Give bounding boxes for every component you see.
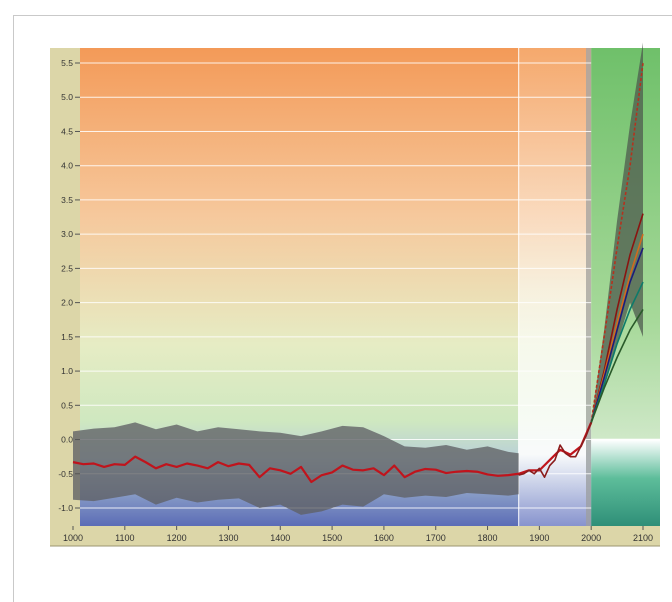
x-tick-label: 1700 [426, 533, 446, 543]
y-tick-label: 3.0 [61, 229, 73, 239]
x-tick-label: 1300 [218, 533, 238, 543]
x-tick-label: 1600 [374, 533, 394, 543]
figure-frame: -1.0 -0.5 0.0 0.5 1.0 1.5 2.0 2.5 3.0 3.5 4.0 4.5 5.… [13, 15, 672, 602]
projection-divider [586, 48, 592, 526]
x-tick-label: 1000 [63, 533, 83, 543]
right-margin-mask [660, 16, 672, 576]
x-tick-label: 1400 [270, 533, 290, 543]
reconstruction-line [72, 421, 593, 484]
projection-line-6 [590, 309, 644, 423]
projection-envelope [591, 42, 643, 426]
temperature-chart: -1.0 -0.5 0.0 0.5 1.0 1.5 2.0 2.5 3.0 3.5 4.0 4.5 5.… [50, 16, 672, 576]
x-tick-label: 1100 [115, 533, 134, 543]
y-tick-label: 0.5 [61, 400, 73, 410]
instrumental-line [518, 422, 592, 478]
x-tick-label: 1200 [167, 533, 187, 543]
y-tick-label: 2.0 [61, 298, 73, 308]
x-tick-label: 2100 [633, 533, 653, 543]
x-tick-label: 1900 [529, 533, 549, 543]
x-axis: 1000 1100 1200 1300 1400 1500 1600 1700 1800 1900… [63, 526, 653, 543]
y-tick-label: 5.0 [61, 92, 73, 102]
y-tick-label: 4.5 [61, 126, 73, 136]
y-tick-label: 5.5 [61, 58, 73, 68]
x-tick-label: 1800 [478, 533, 498, 543]
y-tick-label: 3.5 [61, 195, 73, 205]
projection-line-5 [590, 281, 644, 423]
x-tick-label: 1500 [322, 533, 342, 543]
y-tick-label: 2.5 [61, 263, 73, 273]
y-tick-label: 4.0 [61, 161, 73, 171]
y-tick-label: 1.5 [61, 332, 73, 342]
y-tick-label: 1.0 [61, 366, 73, 376]
uncertainty-band-area [73, 422, 519, 515]
x-axis-panel [50, 526, 660, 546]
x-tick-label: 2000 [581, 533, 601, 543]
instrumental-zone [518, 48, 586, 526]
y-tick-label: -0.5 [58, 469, 73, 479]
y-tick-label: -1.0 [58, 503, 73, 513]
uncertainty-band [73, 42, 643, 515]
y-tick-label: 0.0 [61, 435, 73, 445]
projection-line-1 [590, 62, 644, 423]
y-axis: -1.0 -0.5 0.0 0.5 1.0 1.5 2.0 2.5 3.0 3.5 4.0 4.5 5.… [58, 58, 80, 513]
data-series [72, 16, 672, 576]
projection-zone-lower [591, 439, 660, 526]
projection-line-4 [590, 247, 644, 423]
